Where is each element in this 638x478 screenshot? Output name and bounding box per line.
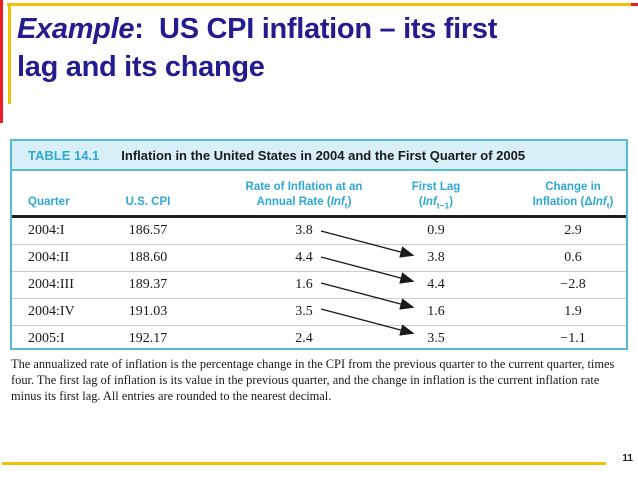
slide-title: Example: US CPI inflation – its first lag… (17, 10, 623, 86)
cell-lag: 4.4 (427, 277, 445, 292)
table-footnote: The annualized rate of inflation is the … (11, 357, 615, 403)
cell-change: 1.9 (564, 304, 582, 319)
cell-quarter: 2005:I (28, 331, 65, 346)
cell-cpi: 192.17 (128, 331, 168, 346)
header-separator-rule (12, 215, 626, 218)
cell-rate: 2.4 (295, 331, 313, 346)
table-row: 2004:IV 191.03 3.5 1.6 1.9 (12, 299, 626, 326)
top-right-red-accent (631, 3, 638, 6)
top-gold-rule (7, 3, 631, 6)
table-number-label: TABLE 14.1 (28, 147, 100, 163)
cell-cpi: 191.03 (128, 304, 168, 319)
cell-change: −2.8 (560, 277, 586, 292)
title-emphasis: Example (17, 13, 135, 45)
table-row: 2004:I 186.57 3.8 0.9 2.9 (12, 218, 626, 245)
cell-rate: 4.4 (295, 250, 313, 265)
cell-quarter: 2004:III (28, 277, 74, 292)
cell-cpi: 188.60 (128, 250, 168, 265)
cell-lag: 0.9 (427, 223, 445, 238)
cell-lag: 3.8 (427, 250, 445, 265)
page-number: 11 (622, 453, 633, 464)
title-rest-line1: : US CPI inflation – its first (134, 13, 498, 45)
cell-lag: 3.5 (427, 331, 445, 346)
table-row: 2005:I 192.17 2.4 3.5 −1.1 (12, 326, 626, 352)
table-row: 2004:II 188.60 4.4 3.8 0.6 (12, 245, 626, 272)
cell-rate: 1.6 (295, 277, 313, 292)
cell-quarter: 2004:II (28, 250, 70, 265)
cpi-inflation-table: TABLE 14.1 Inflation in the United State… (10, 139, 628, 350)
col-header-rate: Rate of Inflation at an Annual Rate (Inf… (245, 181, 363, 211)
table-body: 2004:I 186.57 3.8 0.9 2.9 2004:II 188.60… (12, 218, 626, 352)
cell-rate: 3.8 (295, 223, 313, 238)
cell-cpi: 189.37 (128, 277, 168, 292)
left-gold-rule (8, 3, 11, 104)
col-header-cpi: U.S. CPI (125, 196, 171, 208)
cell-change: 0.6 (564, 250, 582, 265)
title-line2: lag and its change (17, 51, 265, 83)
cell-cpi: 186.57 (128, 223, 168, 238)
table-caption-strip: TABLE 14.1 Inflation in the United State… (12, 141, 626, 171)
cell-rate: 3.5 (295, 304, 313, 319)
table-header-row: Quarter U.S. CPI Rate of Inflation at an… (12, 171, 626, 215)
table-row: 2004:III 189.37 1.6 4.4 −2.8 (12, 272, 626, 299)
table-caption: Inflation in the United States in 2004 a… (121, 147, 526, 163)
col-header-quarter: Quarter (28, 196, 70, 208)
col-header-first-lag: First Lag (Inft−1) (411, 181, 461, 211)
left-red-rule (0, 0, 3, 123)
cell-change: −1.1 (560, 331, 586, 346)
cell-lag: 1.6 (427, 304, 445, 319)
cell-quarter: 2004:I (28, 223, 65, 238)
col-header-change: Change in Inflation (ΔInft) (532, 181, 614, 211)
cell-change: 2.9 (564, 223, 582, 238)
bottom-gold-rule (2, 462, 606, 465)
cell-quarter: 2004:IV (28, 304, 75, 319)
